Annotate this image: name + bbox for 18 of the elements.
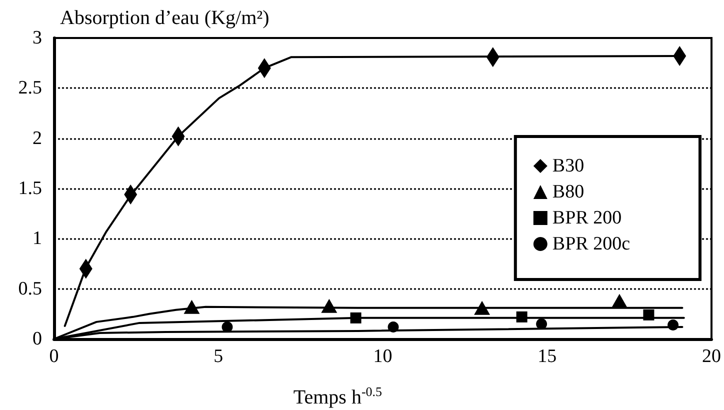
legend-label: B80 <box>552 182 584 202</box>
y-tick-label: 0 <box>32 328 42 350</box>
x-tick-label: 0 <box>49 346 59 367</box>
x-axis-title: Temps h$^{-0.5}$ <box>293 383 382 410</box>
x-tick-label: 15 <box>538 346 557 367</box>
y-tick-label: 0.5 <box>18 278 42 300</box>
y-tick-label: 1 <box>32 228 42 250</box>
x-tick-label: 10 <box>373 346 392 367</box>
y-axis-title: Absorption d’eau (Kg/m²) <box>60 7 270 29</box>
y-tick-label: 2.5 <box>18 78 42 99</box>
legend-label: BPR 200c <box>552 234 630 254</box>
y-tick-label: 3 <box>32 28 42 48</box>
x-tick-label: 5 <box>214 346 224 367</box>
x-tick-label: 20 <box>702 346 721 367</box>
y-tick-label: 2 <box>32 128 42 149</box>
legend-label: BPR 200 <box>552 208 622 228</box>
y-tick-label: 1.5 <box>18 178 42 199</box>
legend-label: B30 <box>552 156 584 176</box>
